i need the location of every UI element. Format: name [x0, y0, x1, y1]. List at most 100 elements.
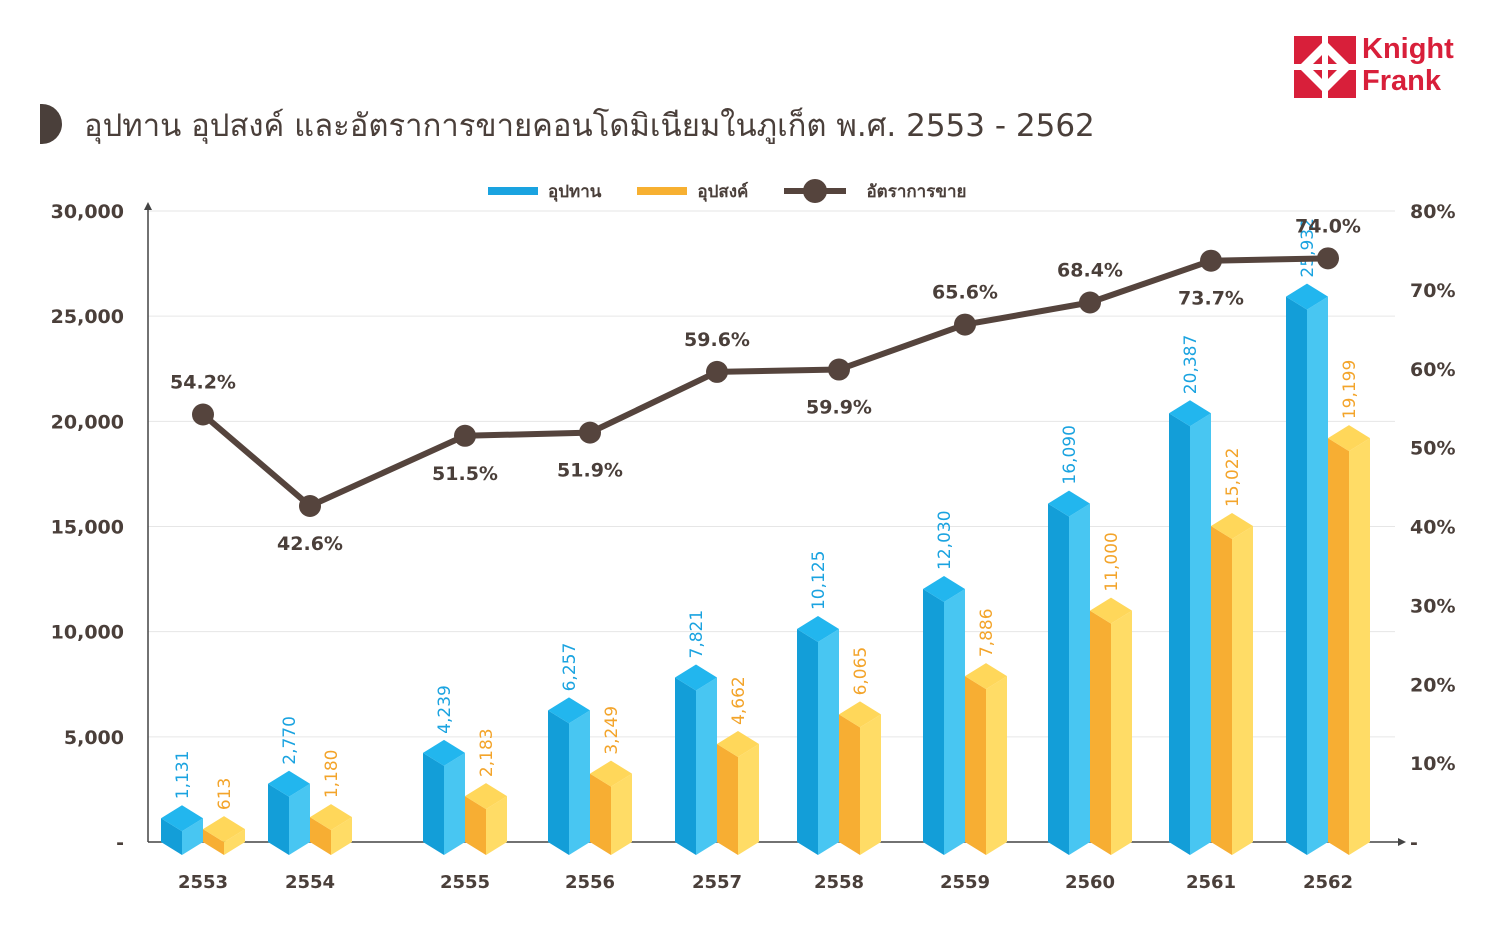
rate-point [1317, 247, 1339, 270]
y-right-tick-label: - [1410, 832, 1418, 854]
demand-bar [590, 760, 632, 855]
supply-bar [797, 616, 839, 855]
demand-value-label: 15,022 [1223, 448, 1243, 507]
supply-value-label: 12,030 [935, 510, 955, 569]
demand-bar [965, 663, 1007, 855]
x-tick-label: 2560 [1065, 872, 1115, 893]
y-left-tick-label: 20,000 [51, 411, 124, 433]
rate-value-label: 59.9% [806, 397, 872, 419]
legend-label-demand: อุปสงค์ [697, 181, 749, 202]
rate-line [201, 255, 1329, 509]
supply-bar [161, 805, 203, 855]
rate-point [299, 494, 321, 517]
legend-item-supply: อุปทาน [488, 178, 601, 205]
y-left-tick-label: 25,000 [51, 306, 124, 328]
demand-bar [839, 701, 881, 855]
rate-point [579, 421, 601, 444]
logo-word-frank: Frank [1362, 65, 1441, 97]
y-right-tick-label: 20% [1410, 674, 1455, 696]
rate-value-label: 42.6% [277, 533, 343, 555]
supply-value-label: 16,090 [1060, 425, 1080, 484]
rate-value-label: 65.6% [932, 282, 998, 304]
demand-value-label: 2,183 [477, 728, 497, 777]
y-axis-arrow [144, 202, 152, 210]
legend-swatch-rate [784, 179, 847, 203]
supply-bar [675, 664, 717, 855]
y-left-tick-label: 30,000 [51, 201, 124, 223]
legend-swatch-supply [488, 187, 538, 195]
supply-value-label: 4,239 [435, 685, 455, 734]
y-right-tick-label: 60% [1410, 359, 1455, 381]
x-tick-label: 2555 [440, 872, 490, 893]
legend-item-demand: อุปสงค์ [637, 178, 748, 205]
title-marker [40, 104, 62, 144]
x-tick-label: 2553 [178, 872, 228, 893]
x-tick-label: 2558 [814, 872, 864, 893]
supply-bar [548, 697, 590, 855]
rate-point [1079, 291, 1101, 314]
rate-point [954, 313, 976, 336]
demand-bar [1090, 597, 1132, 855]
supply-value-label: 6,257 [560, 643, 580, 692]
demand-bar [310, 804, 352, 855]
supply-value-label: 1,131 [173, 751, 193, 800]
demand-bar [465, 783, 507, 855]
demand-value-label: 11,000 [1102, 532, 1122, 591]
supply-value-label: 20,387 [1181, 335, 1201, 394]
x-tick-label: 2559 [940, 872, 990, 893]
logo-mark-icon [1294, 36, 1356, 98]
legend-label-rate: อัตราการขาย [866, 181, 967, 202]
y-right-tick-label: 10% [1410, 753, 1455, 775]
supply-bar [1286, 283, 1328, 855]
supply-value-label: 25,932 [1298, 218, 1318, 277]
supply-bar [923, 575, 965, 855]
rate-value-label: 59.6% [684, 329, 750, 351]
demand-value-label: 613 [215, 778, 235, 810]
legend-swatch-demand [637, 187, 688, 195]
x-tick-label: 2561 [1186, 872, 1236, 893]
demand-bar [203, 816, 245, 855]
supply-bar [1169, 400, 1211, 855]
demand-value-label: 6,065 [851, 647, 871, 696]
x-tick-label: 2554 [285, 872, 335, 893]
demand-value-label: 7,886 [977, 608, 997, 657]
y-left-tick-label: - [116, 832, 124, 854]
rate-point [192, 403, 214, 426]
demand-bar [1211, 513, 1253, 855]
demand-bar [1328, 425, 1370, 855]
x-tick-label: 2556 [565, 872, 615, 893]
rate-value-label: 51.9% [557, 460, 623, 482]
demand-bar [717, 730, 759, 855]
chart-legend: อุปทาน อุปสงค์ อัตราการขาย [488, 176, 1002, 206]
y-right-tick-label: 70% [1410, 280, 1455, 302]
demand-value-label: 19,199 [1340, 360, 1360, 419]
rate-point [706, 360, 728, 383]
y-left-tick-label: 10,000 [51, 622, 124, 644]
y-left-tick-label: 5,000 [64, 727, 124, 749]
y-left-tick-label: 15,000 [51, 517, 124, 539]
x-tick-label: 2557 [692, 872, 742, 893]
supply-bar [268, 770, 310, 855]
logo-word-knight: Knight [1362, 33, 1454, 65]
supply-bar [1048, 490, 1090, 855]
supply-value-label: 10,125 [809, 551, 829, 610]
rate-value-label: 74.0% [1295, 215, 1361, 237]
y-right-tick-label: 50% [1410, 438, 1455, 460]
y-right-tick-label: 40% [1410, 517, 1455, 539]
chart-title: อุปทาน อุปสงค์ และอัตราการขายคอนโดมิเนีย… [84, 108, 1095, 144]
legend-label-supply: อุปทาน [548, 181, 602, 202]
knight-frank-logo: Knight Frank [1294, 33, 1464, 100]
y-right-tick-label: 80% [1410, 201, 1455, 223]
supply-bar [423, 739, 465, 855]
rate-point [828, 358, 850, 381]
supply-value-label: 2,770 [280, 716, 300, 765]
rate-value-label: 51.5% [432, 463, 498, 485]
legend-item-rate: อัตราการขาย [784, 178, 966, 205]
x-tick-label: 2562 [1303, 872, 1353, 893]
rate-value-label: 68.4% [1057, 259, 1123, 281]
demand-value-label: 3,249 [602, 706, 622, 755]
supply-value-label: 7,821 [687, 610, 707, 659]
y-right-tick-label: 30% [1410, 595, 1455, 617]
rate-point [454, 424, 476, 447]
